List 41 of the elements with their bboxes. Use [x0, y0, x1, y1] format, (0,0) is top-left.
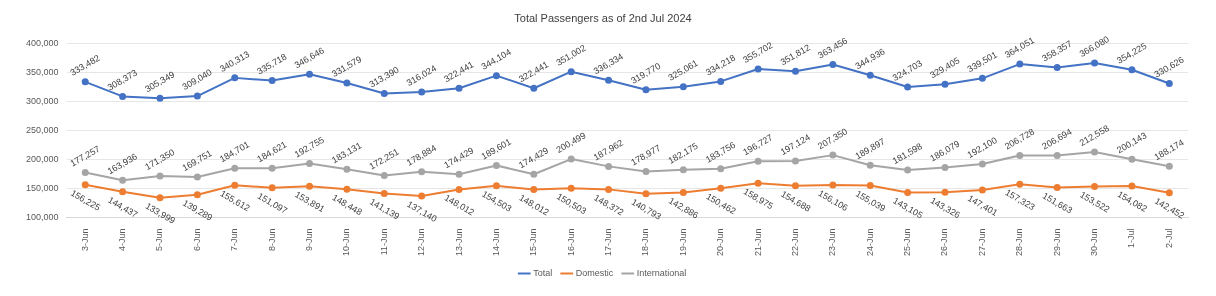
x-tick-label: 23-Jun — [827, 228, 838, 257]
x-tick-label: 6-Jun — [191, 228, 202, 251]
y-tick-label: 250,000 — [25, 124, 59, 135]
x-tick-label: 26-Jun — [939, 228, 950, 257]
x-tick-label: 27-Jun — [976, 228, 987, 257]
x-tick-label: 5-Jun — [154, 228, 165, 251]
x-tick-label: 22-Jun — [789, 228, 800, 257]
x-tick-label: 1-Jul — [1126, 228, 1137, 248]
x-tick-label: 8-Jun — [266, 228, 277, 251]
legend-label: International — [636, 267, 687, 278]
x-tick-label: 19-Jun — [677, 228, 688, 257]
x-tick-label: 15-Jun — [528, 228, 539, 257]
x-tick-label: 16-Jun — [565, 228, 576, 257]
x-tick-label: 9-Jun — [304, 228, 314, 251]
x-tick-label: 20-Jun — [715, 228, 726, 257]
y-tick-label: 100,000 — [25, 211, 59, 222]
y-tick-label: 150,000 — [25, 182, 59, 193]
x-tick-label: 10-Jun — [341, 228, 352, 257]
x-tick-label: 2-Jul — [1163, 228, 1174, 248]
x-tick-label: 28-Jun — [1014, 228, 1025, 257]
y-tick-label: 350,000 — [25, 66, 59, 77]
x-tick-label: 4-Jun — [117, 228, 128, 251]
x-tick-label: 21-Jun — [752, 228, 763, 257]
x-tick-label: 12-Jun — [416, 228, 427, 257]
legend-label: Total — [533, 267, 553, 278]
x-tick-label: 25-Jun — [902, 228, 913, 257]
legend-label: Domestic — [575, 267, 614, 278]
x-tick-label: 29-Jun — [1051, 228, 1062, 257]
y-tick-label: 200,000 — [25, 153, 59, 164]
x-tick-label: 14-Jun — [490, 228, 501, 257]
chart-title: Total Passengers as of 2nd Jul 2024 — [514, 11, 692, 24]
x-tick-label: 18-Jun — [640, 228, 651, 257]
x-tick-label: 11-Jun — [378, 228, 389, 256]
x-tick-label: 24-Jun — [864, 228, 875, 257]
x-tick-label: 3-Jun — [79, 228, 90, 251]
x-tick-label: 30-Jun — [1089, 228, 1100, 257]
x-tick-label: 7-Jun — [229, 228, 240, 251]
x-tick-label: 13-Jun — [453, 228, 464, 257]
x-tick-label: 17-Jun — [603, 228, 614, 257]
y-tick-label: 400,000 — [25, 37, 59, 48]
y-tick-label: 300,000 — [25, 95, 59, 106]
